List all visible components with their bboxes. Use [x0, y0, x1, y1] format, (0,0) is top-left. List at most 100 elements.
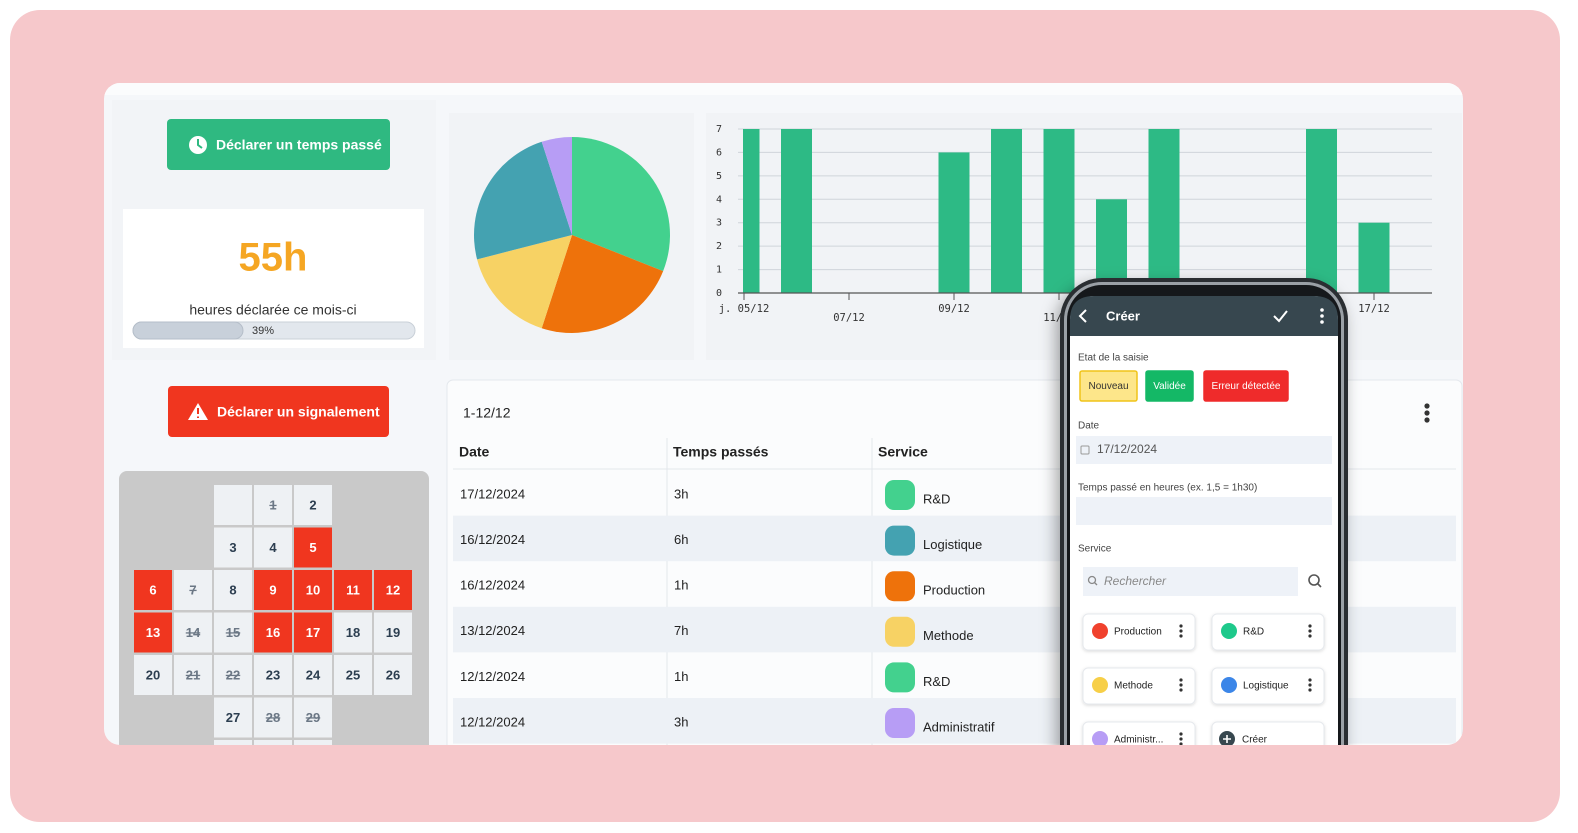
table-row[interactable]: 17/12/2024 3h R&D — [460, 480, 950, 510]
chip-bg — [1211, 721, 1325, 745]
calendar-day[interactable] — [254, 697, 292, 738]
cell-date: 12/12/2024 — [460, 669, 525, 684]
service-chip[interactable]: R&D — [1211, 613, 1325, 651]
cell-time: 3h — [674, 486, 688, 501]
back-icon[interactable] — [1078, 309, 1087, 323]
cell-date: 12/12/2024 — [460, 714, 525, 729]
service-swatch — [885, 708, 915, 738]
calendar-day-label: 14 — [186, 625, 201, 640]
service-name: Administr... — [1114, 735, 1163, 746]
y-tick-label: 5 — [716, 171, 722, 182]
y-tick-label: 1 — [716, 265, 722, 276]
calendar-day-label: 26 — [386, 667, 400, 682]
hours-input[interactable] — [1076, 497, 1332, 525]
declare-alert-button[interactable]: Déclarer un signalement — [168, 386, 389, 437]
chip-menu-dot — [1308, 624, 1312, 628]
calendar-day[interactable] — [294, 655, 332, 695]
calendar-day[interactable] — [214, 527, 252, 568]
x-tick-label: 07/12 — [833, 312, 865, 324]
calendar-day[interactable] — [174, 655, 212, 695]
progress — [132, 321, 244, 340]
service-swatch — [885, 662, 915, 693]
service-chips: Production R&D Methode Logistique Administr.… — [1082, 613, 1325, 758]
calendar-day-label: 7 — [189, 582, 196, 597]
calendar-day-alert[interactable] — [294, 612, 332, 653]
calendar-day[interactable] — [214, 612, 252, 653]
declare-time-button[interactable]: Déclarer un temps passé — [167, 119, 390, 170]
calendar-day[interactable] — [254, 655, 292, 695]
calendar-day-alert[interactable] — [134, 570, 172, 610]
confirm-icon[interactable] — [1273, 310, 1288, 323]
calendar-day[interactable] — [294, 485, 332, 525]
search-icon — [1087, 575, 1097, 585]
search-input[interactable] — [1083, 567, 1298, 596]
pie-slice — [477, 235, 572, 329]
calendar-day-alert[interactable] — [254, 612, 292, 653]
state-button[interactable] — [1203, 370, 1289, 402]
chip-menu-dot — [1308, 688, 1312, 692]
calendar-day[interactable] — [294, 697, 332, 738]
calendar-day[interactable] — [174, 570, 212, 610]
app-menu[interactable] — [1320, 308, 1324, 324]
x-tick-label: 17/12 — [1358, 303, 1390, 315]
service-name: Production — [1114, 627, 1162, 638]
cell-time: 7h — [674, 623, 688, 638]
calendar-icon — [1080, 445, 1090, 455]
state-button[interactable] — [1079, 370, 1138, 402]
calendar-day-label: 22 — [226, 667, 240, 682]
calendar-day-alert[interactable] — [254, 570, 292, 610]
calendar-day[interactable] — [134, 655, 172, 695]
calendar-day[interactable] — [334, 612, 372, 653]
chip-menu-dot — [1179, 737, 1183, 741]
service-swatch — [885, 480, 915, 510]
calendar-day[interactable] — [254, 485, 292, 525]
service-chip[interactable]: Administr... — [1082, 721, 1196, 758]
service-dot — [1221, 677, 1237, 693]
state-button[interactable] — [1145, 370, 1194, 402]
service-chip[interactable]: Production — [1082, 613, 1196, 651]
service-dot — [1092, 623, 1108, 639]
calendar-day-alert[interactable] — [334, 570, 372, 610]
calendar-day-label: 1 — [269, 497, 276, 512]
bar — [1043, 129, 1075, 293]
calendar-day[interactable] — [214, 655, 252, 695]
column-header: Service — [878, 444, 928, 460]
service-chip[interactable]: Methode — [1082, 667, 1196, 705]
button-bg — [168, 386, 389, 437]
table-row[interactable]: 16/12/2024 1h Production — [460, 571, 985, 602]
calendar-day[interactable] — [254, 527, 292, 568]
calendar-day[interactable] — [174, 612, 212, 653]
calendar-day-alert[interactable] — [294, 527, 332, 568]
calendar-day-alert[interactable] — [374, 570, 412, 610]
create-plus — [1223, 735, 1231, 743]
service-name: Logistique — [1243, 681, 1289, 692]
calendar-cell — [214, 740, 252, 745]
chip-menu-dot — [1308, 678, 1312, 682]
calendar-day[interactable] — [214, 697, 252, 738]
calendar-day-label: 25 — [346, 667, 360, 682]
service-swatch — [885, 616, 915, 647]
cell-date: 13/12/2024 — [460, 623, 525, 638]
service-chip[interactable]: Logistique — [1211, 667, 1325, 705]
cell-service: R&D — [923, 491, 950, 506]
calendar-day[interactable] — [374, 655, 412, 695]
calendar-day-label: 28 — [266, 710, 280, 725]
dot — [1320, 314, 1324, 318]
y-tick-label: 7 — [716, 124, 722, 135]
calendar-day-label: 24 — [306, 667, 321, 682]
search-button[interactable] — [1308, 574, 1322, 588]
service-name: R&D — [1243, 627, 1264, 638]
calendar-day-alert[interactable] — [294, 570, 332, 610]
app-title: Créer — [1106, 308, 1140, 323]
calendar-day-alert[interactable] — [134, 612, 172, 653]
calendar-day[interactable] — [374, 612, 412, 653]
table-menu[interactable] — [1424, 403, 1430, 423]
table-row[interactable]: 12/12/2024 1h R&D — [460, 662, 950, 693]
calendar-day[interactable] — [334, 655, 372, 695]
date-input[interactable] — [1076, 436, 1332, 464]
chip-menu-dot — [1179, 683, 1183, 687]
y-tick-label: 3 — [716, 218, 722, 229]
calendar-day[interactable] — [214, 570, 252, 610]
dot — [1424, 403, 1430, 409]
create-chip[interactable]: Créer — [1211, 721, 1325, 758]
